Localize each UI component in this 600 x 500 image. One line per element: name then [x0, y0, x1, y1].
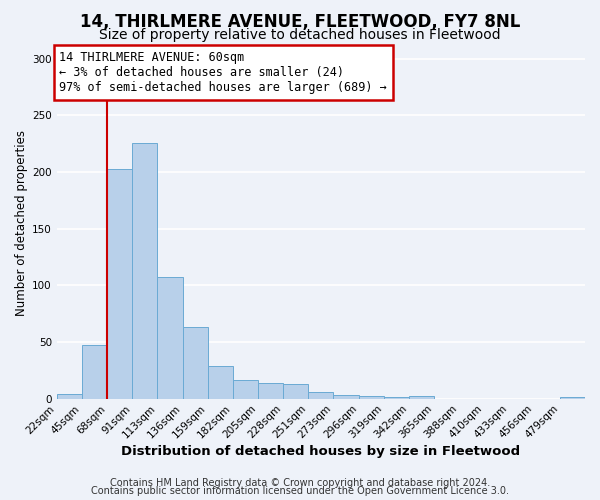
Bar [157, 278, 182, 398]
Bar [208, 366, 233, 398]
Bar [82, 346, 107, 399]
Bar [233, 380, 258, 398]
Bar [359, 396, 384, 398]
X-axis label: Distribution of detached houses by size in Fleetwood: Distribution of detached houses by size … [121, 444, 520, 458]
Y-axis label: Number of detached properties: Number of detached properties [15, 130, 28, 316]
Bar [107, 168, 132, 398]
Bar [57, 394, 82, 398]
Bar [283, 384, 308, 398]
Text: Contains HM Land Registry data © Crown copyright and database right 2024.: Contains HM Land Registry data © Crown c… [110, 478, 490, 488]
Text: Size of property relative to detached houses in Fleetwood: Size of property relative to detached ho… [99, 28, 501, 42]
Bar [308, 392, 334, 398]
Bar [409, 396, 434, 398]
Text: 14, THIRLMERE AVENUE, FLEETWOOD, FY7 8NL: 14, THIRLMERE AVENUE, FLEETWOOD, FY7 8NL [80, 12, 520, 30]
Text: 14 THIRLMERE AVENUE: 60sqm
← 3% of detached houses are smaller (24)
97% of semi-: 14 THIRLMERE AVENUE: 60sqm ← 3% of detac… [59, 51, 387, 94]
Bar [258, 383, 283, 398]
Bar [334, 395, 359, 398]
Bar [182, 328, 208, 398]
Bar [132, 142, 157, 398]
Text: Contains public sector information licensed under the Open Government Licence 3.: Contains public sector information licen… [91, 486, 509, 496]
